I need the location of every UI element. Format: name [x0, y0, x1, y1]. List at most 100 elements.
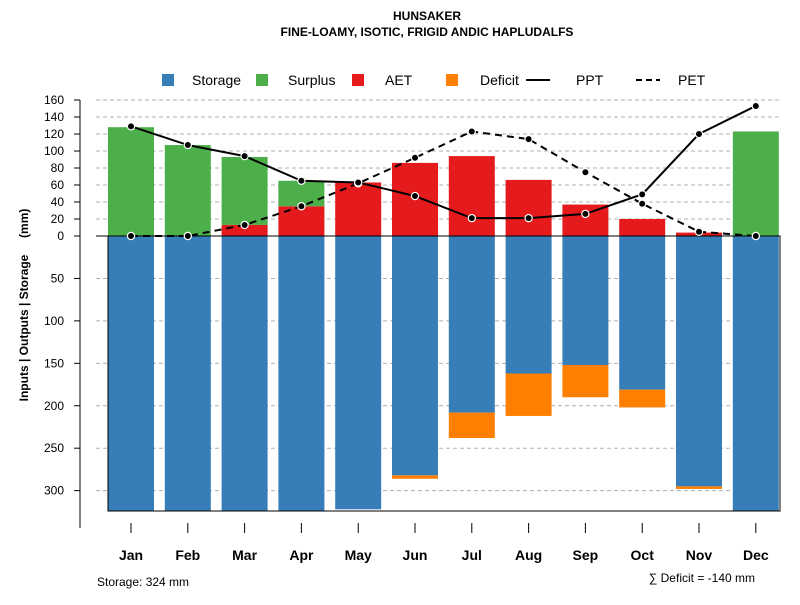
ppt-point — [638, 190, 647, 199]
pet-point — [126, 231, 136, 241]
legend-label: Surplus — [288, 72, 335, 88]
pet-point — [524, 134, 533, 144]
x-tick-label: Jun — [403, 547, 428, 563]
deficit-annotation: ∑ Deficit = -140 mm — [649, 571, 755, 585]
y-tick-label: 50 — [51, 271, 65, 285]
y-tick-label: 0 — [57, 229, 64, 243]
chart-title: HUNSAKER — [393, 9, 461, 23]
bar-surplus — [732, 131, 779, 236]
bar-deficit — [562, 365, 609, 398]
ppt-point — [126, 122, 136, 131]
bar-deficit — [392, 475, 438, 479]
legend: Storage Surplus AET Deficit PPT PET — [162, 72, 706, 88]
ppt-point — [581, 209, 590, 219]
y-tick-label: 300 — [44, 484, 64, 498]
legend-label: PPT — [576, 72, 604, 88]
ppt-point — [524, 213, 533, 223]
x-tick-label: Dec — [743, 547, 769, 563]
x-tick-label: Apr — [289, 547, 314, 563]
legend-label: PET — [678, 72, 706, 88]
bar-deficit — [505, 373, 552, 416]
ppt-point — [297, 176, 306, 185]
bar-storage — [732, 236, 779, 511]
y-tick-label: 200 — [44, 399, 64, 413]
bar-storage — [562, 236, 609, 366]
storage-annotation: Storage: 324 mm — [97, 575, 189, 589]
bar-deficit — [619, 389, 666, 408]
legend-label: Storage — [192, 72, 241, 88]
y-axis-label: Inputs | Outputs | Storage (mm) — [17, 209, 31, 402]
ppt-point — [467, 213, 476, 223]
series-lines — [126, 101, 761, 241]
legend-swatch — [446, 74, 458, 86]
y-tick-label: 40 — [51, 195, 65, 209]
x-tick-label: Aug — [515, 547, 542, 563]
bar-storage — [392, 236, 438, 476]
bar-storage — [676, 236, 722, 487]
pet-line — [131, 130, 756, 237]
pet-point — [638, 199, 647, 208]
x-tick-label: Jul — [462, 547, 482, 563]
bar-storage — [221, 236, 268, 511]
y-tick-label: 120 — [44, 127, 64, 141]
bar-deficit — [676, 486, 722, 489]
x-tick-label: May — [345, 547, 372, 563]
bar-surplus — [278, 180, 325, 207]
y-tick-label: 140 — [44, 110, 64, 124]
bar-aet — [448, 156, 495, 236]
pet-point — [183, 231, 192, 241]
legend-label: Deficit — [480, 72, 519, 88]
pet-point — [297, 202, 306, 211]
x-tick-label: Feb — [175, 547, 200, 563]
bar-storage — [335, 236, 382, 510]
ppt-point — [410, 191, 420, 201]
bar-aet — [505, 179, 552, 236]
pet-point — [694, 227, 704, 236]
y-tick-label: 60 — [51, 178, 65, 192]
ppt-point — [751, 101, 761, 111]
bar-storage — [278, 236, 325, 511]
chart-subtitle: FINE-LOAMY, ISOTIC, FRIGID ANDIC HAPLUDA… — [281, 25, 574, 39]
frame — [96, 235, 781, 512]
y-tick-label: 20 — [51, 212, 65, 226]
pet-point — [410, 153, 420, 162]
bar-storage — [619, 236, 666, 390]
bar-storage — [164, 236, 211, 511]
pet-point — [581, 168, 590, 177]
ppt-point — [240, 151, 249, 161]
pet-point — [467, 127, 476, 136]
bar-deficit — [448, 412, 495, 439]
y-tick-label: 250 — [44, 441, 64, 455]
x-tick-label: Mar — [232, 547, 257, 563]
y-tick-label: 80 — [51, 161, 65, 175]
bar-surplus — [221, 156, 268, 225]
bar-aet — [221, 224, 268, 236]
bar-storage — [505, 236, 552, 374]
bar-surplus — [164, 145, 211, 236]
legend-swatch — [352, 74, 364, 86]
bars — [108, 127, 779, 511]
ppt-line — [130, 105, 757, 220]
x-tick-label: Nov — [686, 547, 713, 563]
bar-storage — [448, 236, 495, 413]
legend-swatch — [256, 74, 268, 86]
pet-point — [240, 220, 249, 230]
x-tick-label: Sep — [573, 547, 599, 563]
bar-storage — [108, 236, 154, 511]
ppt-point — [694, 129, 704, 139]
axes: 0 20 40 60 80 100 120 140 160 50 100 150 200 250 300 Ja… — [44, 93, 769, 563]
y-tick-label: 100 — [44, 144, 64, 158]
pet-point — [751, 231, 761, 241]
y-tick-label: 100 — [44, 314, 64, 328]
ppt-point — [354, 178, 363, 187]
ppt-point — [183, 140, 192, 150]
x-tick-label: Jan — [119, 547, 143, 563]
bar-aet — [335, 182, 382, 236]
legend-label: AET — [385, 72, 413, 88]
y-tick-label: 160 — [44, 93, 64, 107]
bar-surplus — [108, 127, 154, 236]
legend-swatch — [162, 74, 174, 86]
bar-aet — [619, 219, 666, 236]
